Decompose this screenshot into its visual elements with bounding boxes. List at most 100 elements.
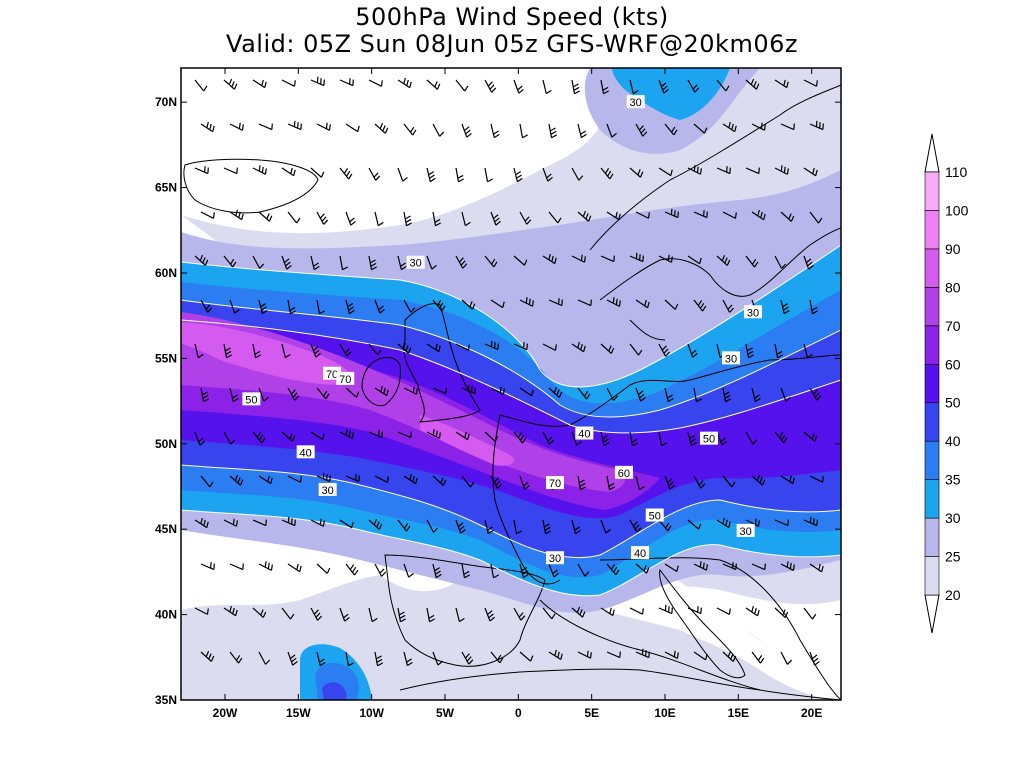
- colorbar-level-label: 30: [945, 510, 961, 526]
- wind-barb: [490, 563, 500, 579]
- ireland-coast: [361, 357, 401, 407]
- wind-barb: [664, 387, 674, 403]
- lon-tick-label: 5E: [584, 706, 599, 720]
- wind-barb: [519, 475, 530, 490]
- wind-barb: [258, 475, 273, 485]
- italy-coast: [659, 568, 746, 679]
- wind-barb: [658, 79, 669, 94]
- wind-barb: [774, 343, 784, 359]
- wind-barb: [513, 342, 528, 351]
- colorbar-min-arrow: [924, 594, 940, 634]
- wind-band-80-core: [420, 415, 515, 466]
- contour-label-box: [722, 351, 740, 365]
- wind-barb: [345, 563, 359, 576]
- coastlines: [183, 84, 841, 700]
- wind-band-20-south: [640, 586, 841, 700]
- contour-label: 30: [722, 351, 740, 365]
- contour-label: 30: [406, 255, 425, 270]
- wind-barb: [548, 649, 563, 661]
- iceland-coast: [183, 158, 319, 214]
- wind-barb: [664, 123, 678, 136]
- lat-tick-label: 35N: [155, 693, 177, 707]
- contour-label: 60: [614, 465, 633, 480]
- wind-barb: [774, 607, 789, 618]
- wind-barb: [432, 211, 442, 227]
- wind-barb: [229, 209, 244, 221]
- wind-barb: [258, 561, 273, 571]
- wind-barb: [194, 79, 208, 92]
- wind-barb: [223, 431, 236, 445]
- wind-barb: [484, 340, 499, 351]
- wind-barb: [722, 211, 737, 219]
- wind-barb: [461, 211, 471, 227]
- wind-barb: [809, 120, 824, 131]
- contour-label-text: 40: [300, 447, 312, 459]
- wind-barb: [571, 167, 584, 181]
- wind-barb: [635, 211, 650, 219]
- wind-barb: [252, 431, 266, 444]
- wind-barb: [519, 123, 529, 139]
- wind-barb: [432, 123, 445, 137]
- wind-barb: [490, 475, 503, 489]
- contour-label: 30: [744, 305, 762, 319]
- wind-speed-shading: [181, 68, 841, 700]
- colorbar-level-label: 70: [945, 318, 961, 334]
- colorbar-swatch: [924, 325, 940, 365]
- wind-barb: [716, 166, 731, 175]
- contour-label-box: [318, 482, 337, 496]
- wind-barb: [635, 299, 650, 309]
- wind-barb: [606, 651, 621, 659]
- wind-barb: [345, 211, 356, 226]
- colorbar-level-label: 60: [945, 356, 961, 372]
- wind-barb: [194, 517, 209, 529]
- wind-barb: [600, 519, 611, 534]
- contour-label-text: 70: [326, 369, 338, 381]
- wind-barb: [403, 123, 417, 136]
- wind-barb: [751, 209, 766, 221]
- contour-label-text: 50: [649, 511, 661, 523]
- wind-barb: [490, 651, 504, 664]
- wind-barb: [751, 474, 766, 486]
- contour-label: 30: [736, 523, 755, 538]
- contour-label: 40: [575, 426, 594, 441]
- wind-barb: [751, 651, 765, 664]
- wind-barb: [513, 167, 523, 183]
- wind-barb: [432, 563, 442, 579]
- contour-label-text: 30: [725, 353, 737, 365]
- colorbar-level-label: 110: [945, 164, 968, 180]
- colorbar-swatch: [924, 248, 940, 288]
- wind-barb: [316, 211, 329, 225]
- lat-tick-label: 60N: [155, 266, 177, 280]
- wind-barb: [716, 517, 731, 529]
- wind-barb: [258, 211, 273, 222]
- wind-barb: [664, 650, 679, 659]
- wind-barb: [229, 563, 244, 571]
- wind-band-30-top: [612, 68, 730, 120]
- wind-barb: [310, 76, 325, 87]
- wind-barb: [281, 79, 296, 87]
- wind-barb: [716, 254, 731, 266]
- wind-barb: [513, 255, 528, 266]
- wind-barb: [281, 607, 295, 620]
- wind-barb: [310, 343, 321, 358]
- contour-40-line: [181, 299, 841, 418]
- wind-barb: [316, 387, 330, 400]
- wind-barb: [200, 299, 213, 313]
- wind-barb: [606, 563, 620, 576]
- wind-barb: [803, 516, 818, 527]
- wind-barb: [809, 211, 823, 224]
- wind-barb: [368, 343, 382, 356]
- wind-barb: [397, 342, 412, 354]
- wind-barb: [577, 563, 590, 577]
- contour-label: 50: [242, 392, 261, 406]
- wind-barb: [600, 343, 615, 354]
- contour-label-box: [645, 508, 664, 522]
- wind-barb: [258, 123, 273, 131]
- wind-barb: [490, 211, 501, 226]
- wind-barb: [716, 79, 730, 92]
- wind-barb: [780, 123, 795, 131]
- wind-barb: [658, 519, 672, 532]
- wind-barb: [809, 299, 818, 315]
- wind-barb: [223, 518, 238, 527]
